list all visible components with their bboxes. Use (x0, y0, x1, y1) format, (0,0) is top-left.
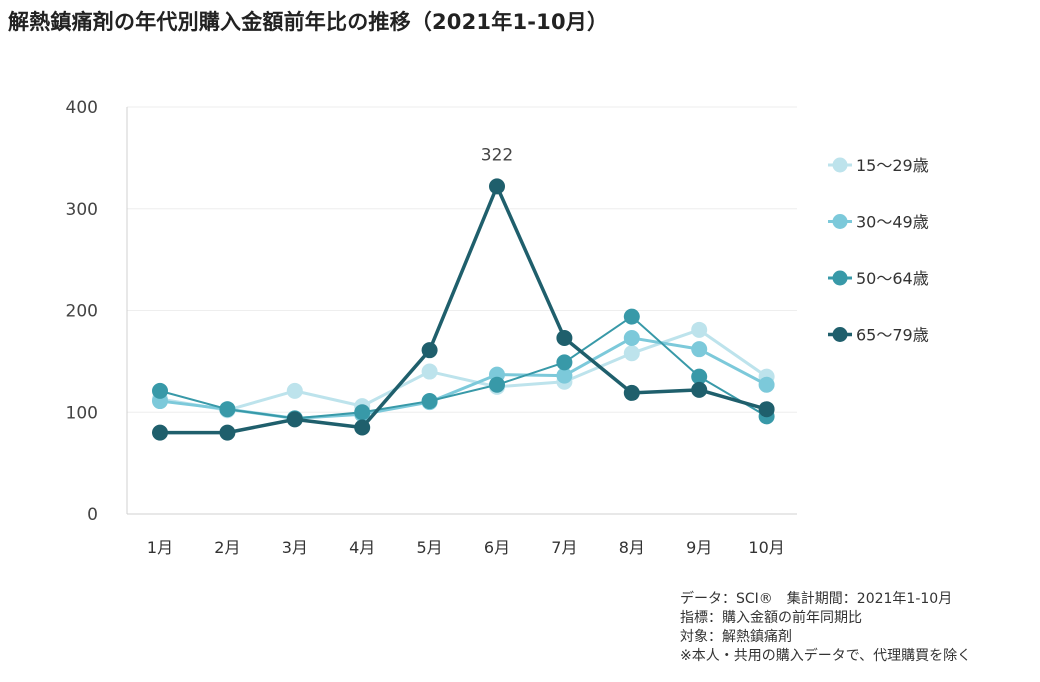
series-line (160, 184, 768, 435)
data-point (758, 401, 775, 418)
y-tick-label: 100 (66, 403, 98, 423)
data-point (623, 384, 640, 401)
series-line (159, 315, 768, 420)
chart-title: 解熱鎮痛剤の年代別購入金額前年比の推移（2021年1-10月） (8, 10, 609, 34)
series-2 (152, 308, 775, 427)
note-metric: 指標：購入金額の前年同期比 (680, 610, 862, 626)
data-point (421, 393, 438, 410)
y-axis: 0 100 200 300 400 (66, 98, 128, 525)
y-tick-label: 0 (87, 505, 98, 525)
series-3 (152, 178, 775, 441)
x-axis: 1月 2月 3月 4月 5月 6月 7月 8月 9月 10月 (127, 513, 797, 557)
data-point (421, 342, 438, 359)
data-point (623, 329, 640, 346)
data-point (691, 341, 708, 358)
grid-lines (127, 106, 797, 413)
data-point (421, 363, 438, 380)
series-lines (152, 178, 775, 441)
legend-label: 30～49歳 (856, 213, 929, 232)
data-point (691, 381, 708, 398)
series-0 (152, 321, 775, 419)
data-point (152, 382, 168, 399)
x-tick-label: 7月 (551, 538, 577, 557)
x-tick-label: 10月 (748, 538, 784, 557)
data-point (219, 424, 236, 441)
legend: 15～29歳 30～49歳 50～64歳 65～79歳 (828, 156, 929, 345)
series-line (159, 328, 768, 412)
legend-item: 65～79歳 (828, 326, 929, 345)
y-tick-label: 200 (66, 302, 98, 322)
data-point (152, 424, 168, 441)
data-point (691, 321, 708, 338)
legend-label: 50～64歳 (856, 269, 929, 288)
legend-item: 15～29歳 (828, 156, 929, 175)
legend-swatch-marker (832, 157, 848, 173)
data-point (758, 376, 775, 393)
x-tick-label: 8月 (619, 538, 645, 557)
legend-label: 15～29歳 (856, 156, 929, 175)
source-notes: データ：SCI® 集計期間：2021年1-10月 指標：購入金額の前年同期比 対… (680, 590, 971, 666)
data-point (489, 376, 505, 393)
note-exclusion: ※本人・共用の購入データで、代理購買を除く (680, 648, 972, 664)
data-point (489, 178, 505, 195)
note-target: 対象：解熱鎮痛剤 (680, 629, 792, 645)
data-point (623, 345, 640, 362)
data-point (354, 419, 371, 436)
legend-item: 50～64歳 (828, 269, 929, 288)
data-point (286, 411, 303, 428)
legend-swatch-marker (832, 270, 848, 286)
data-point (623, 308, 640, 325)
y-tick-label: 300 (66, 200, 98, 220)
x-tick-label: 2月 (214, 538, 240, 557)
data-point (354, 404, 371, 421)
note-source: データ：SCI® 集計期間：2021年1-10月 (680, 591, 953, 607)
data-point (691, 368, 708, 385)
x-tick-label: 1月 (147, 538, 173, 557)
data-point (556, 367, 573, 384)
legend-swatch-marker (832, 214, 848, 229)
x-tick-label: 9月 (686, 538, 712, 557)
data-point (219, 401, 236, 418)
data-labels: 322 (481, 145, 513, 165)
x-tick-label: 5月 (417, 538, 443, 557)
x-tick-label: 6月 (484, 538, 510, 557)
data-point (556, 354, 573, 371)
x-tick-label: 4月 (349, 538, 375, 557)
data-point (286, 382, 303, 399)
legend-label: 65～79歳 (856, 326, 929, 345)
x-tick-label: 3月 (282, 538, 308, 557)
data-label: 322 (481, 145, 513, 165)
y-tick-label: 400 (66, 98, 98, 118)
data-point (556, 329, 573, 346)
legend-swatch-marker (832, 327, 848, 342)
legend-item: 30～49歳 (828, 213, 929, 232)
